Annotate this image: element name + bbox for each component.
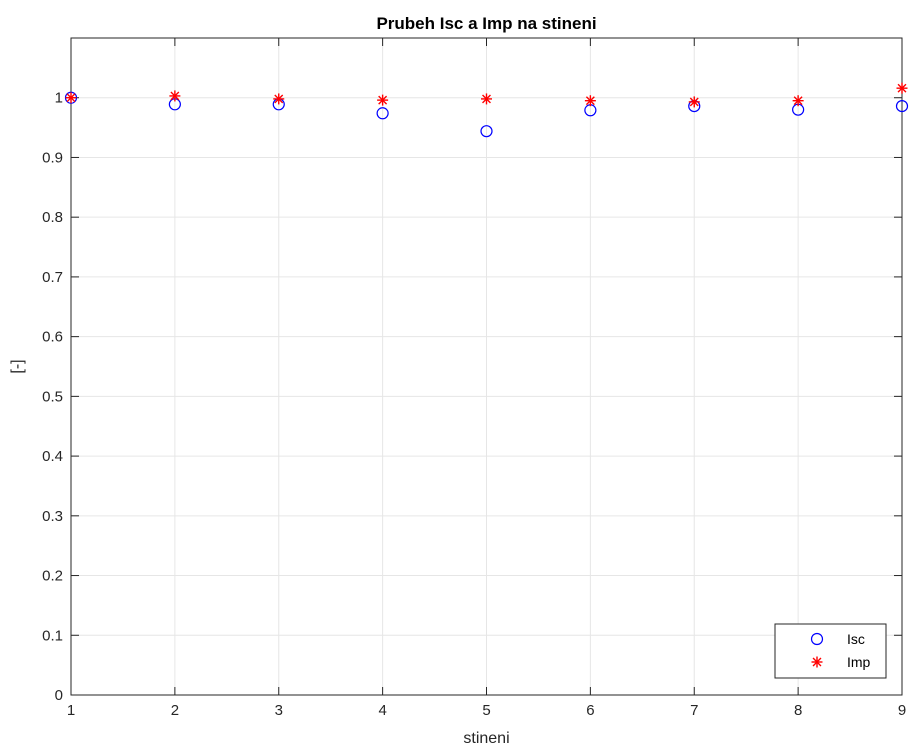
- x-tick-label: 7: [690, 702, 698, 719]
- x-axis-label: stineni: [463, 730, 509, 747]
- data-point-imp: [896, 82, 908, 94]
- y-tick-label: 1: [55, 90, 63, 107]
- x-tick-label: 9: [898, 702, 906, 719]
- y-tick-label: 0.2: [42, 568, 63, 585]
- y-tick-label: 0.5: [42, 388, 63, 405]
- x-tick-label: 1: [67, 702, 75, 719]
- legend: Isc Imp: [774, 623, 887, 679]
- legend-box: [774, 623, 887, 679]
- y-tick-label: 0.4: [42, 448, 63, 465]
- x-tick-label: 5: [482, 702, 490, 719]
- x-tick-label: 6: [586, 702, 594, 719]
- y-tick-label: 0.3: [42, 508, 63, 525]
- y-tick-label: 0.9: [42, 149, 63, 166]
- y-tick-label: 0.6: [42, 329, 63, 346]
- data-point-imp: [688, 96, 700, 108]
- legend-marker-shape: [811, 656, 823, 668]
- data-point-imp: [481, 93, 492, 105]
- y-axis-label: [-]: [9, 359, 26, 373]
- data-point-imp: [273, 93, 285, 105]
- data-point-imp: [792, 95, 804, 107]
- y-tick-label: 0.1: [42, 627, 63, 644]
- y-tick-label: 0.8: [42, 209, 63, 226]
- y-tick-label: 0.7: [42, 269, 63, 286]
- grid-lines: [70, 38, 903, 696]
- chart-title: Prubeh Isc a Imp na stineni: [376, 14, 596, 33]
- y-tick-label: 0: [55, 687, 63, 704]
- data-marks: [64, 82, 909, 138]
- x-tick-label: 3: [275, 702, 283, 719]
- data-point-isc: [895, 99, 909, 113]
- data-point-isc: [376, 107, 389, 120]
- x-tick-label: 2: [171, 702, 179, 719]
- legend-label-isc: Isc: [847, 631, 865, 647]
- axis-ticks: 1 2 3 4 5 6 7 8 9 0 0.1 0.2 0.3 0.4 0.5 0.6 0.7 0.8 0.9 1: [42, 38, 906, 719]
- legend-marker-shape: [810, 632, 824, 646]
- data-point-imp: [584, 95, 596, 107]
- data-point-imp: [169, 90, 181, 102]
- x-tick-label: 4: [378, 702, 386, 719]
- data-point-imp: [377, 94, 389, 106]
- data-point-imp: [65, 92, 77, 104]
- x-tick-label: 8: [794, 702, 802, 719]
- legend-label-imp: Imp: [847, 654, 871, 670]
- legend-marker-isc: [810, 632, 824, 646]
- data-point-isc: [480, 125, 493, 138]
- legend-marker-imp: [811, 656, 823, 668]
